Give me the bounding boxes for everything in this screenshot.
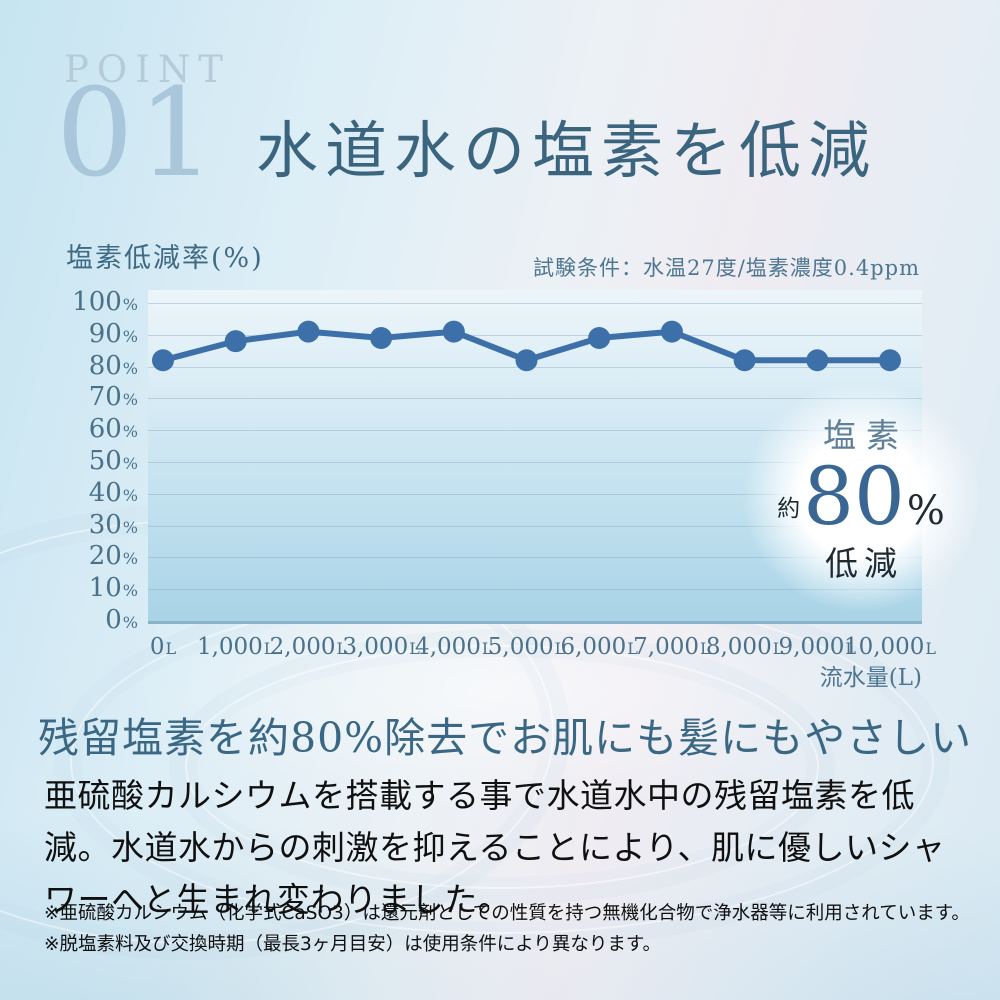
chart-test-conditions: 試験条件：水温27度/塩素濃度0.4ppm — [533, 256, 920, 280]
y-axis-tick: 100% — [72, 287, 138, 317]
x-axis-tick: 2,000L — [269, 634, 348, 660]
badge-unit: % — [906, 488, 945, 534]
x-axis-tick: 8,000L — [705, 634, 784, 660]
footnote: ※亜硫酸カルシウム（化学式CaSO3）は還元剤としての性質を持つ無機化合物で浄水… — [44, 903, 970, 924]
data-point-marker — [879, 349, 901, 372]
y-axis-tick: 80% — [88, 350, 138, 381]
point-eyebrow: POINT — [64, 48, 231, 91]
y-axis-tick: 20% — [88, 541, 138, 572]
footnotes: ※亜硫酸カルシウム（化学式CaSO3）は還元剤としての性質を持つ無機化合物で浄水… — [44, 899, 984, 960]
y-axis-tick: 30% — [88, 509, 138, 540]
data-point-marker — [733, 349, 756, 372]
x-axis-tick: 7,000L — [633, 634, 711, 660]
y-axis-tick: 50% — [88, 446, 138, 476]
grid-line — [148, 334, 922, 336]
x-axis-tick: 3,000L — [342, 634, 420, 660]
chart-y-axis-title: 塩素低減率(%) — [66, 243, 264, 274]
grid-line — [148, 621, 922, 622]
x-axis-tick: 9,000L — [778, 634, 857, 660]
grid-line — [148, 493, 922, 495]
badge-label-top: 塩素 — [823, 416, 909, 455]
grid-line — [148, 462, 922, 463]
grid-line — [148, 557, 922, 559]
y-axis-tick: 10% — [88, 573, 138, 604]
chart-line-series — [152, 320, 901, 372]
badge-label-bottom: 低減 — [825, 544, 903, 583]
headline: 残留塩素を約80%除去でお肌にも髪にもやさしい — [38, 714, 973, 762]
footnote: ※脱塩素料及び交換時期（最長3ヶ月目安）は使用条件により異なります。 — [44, 933, 662, 955]
badge-value-row: 約 80 % — [777, 455, 945, 539]
data-point-marker — [806, 349, 829, 372]
badge-prefix: 約 — [777, 496, 801, 522]
y-axis-tick: 70% — [88, 382, 138, 413]
data-point-marker — [297, 320, 320, 343]
chart-x-axis-title: 流水量(L) — [819, 665, 922, 691]
data-point-marker — [152, 349, 174, 372]
data-point-marker — [660, 320, 683, 343]
chlorine-reduction-badge: 塩素 約 80 % 低減 — [742, 382, 980, 612]
data-point-marker — [588, 326, 611, 349]
badge-value: 80 — [803, 450, 905, 543]
page-title: 水道水の塩素を低減 — [256, 114, 878, 187]
grid-line — [148, 398, 922, 400]
data-point-marker — [370, 326, 393, 349]
x-axis-tick: 5,000L — [487, 634, 566, 660]
point-number: 01 — [56, 62, 220, 204]
y-axis-tick: 0% — [105, 605, 138, 635]
x-axis-tick: 6,000L — [560, 634, 638, 660]
x-axis-tick: 0L — [149, 634, 177, 660]
data-point-marker — [442, 320, 465, 343]
body-paragraph: 亜硫酸カルシウムを搭載する事で水道水中の残留塩素を低減。水道水からの刺激を抑える… — [44, 776, 946, 919]
y-axis-tick: 40% — [88, 477, 138, 508]
data-point-marker — [515, 349, 538, 372]
grid-line — [148, 525, 922, 527]
x-axis-tick: 10,000L — [843, 634, 937, 660]
y-axis-tick: 60% — [88, 414, 138, 445]
grid-line — [148, 430, 922, 432]
x-axis-tick: 4,000L — [415, 634, 493, 660]
y-axis-tick: 90% — [88, 318, 138, 349]
grid-line — [148, 589, 922, 591]
x-axis-tick: 1,000L — [196, 634, 275, 660]
grid-line — [148, 303, 922, 304]
data-point-marker — [224, 330, 247, 353]
